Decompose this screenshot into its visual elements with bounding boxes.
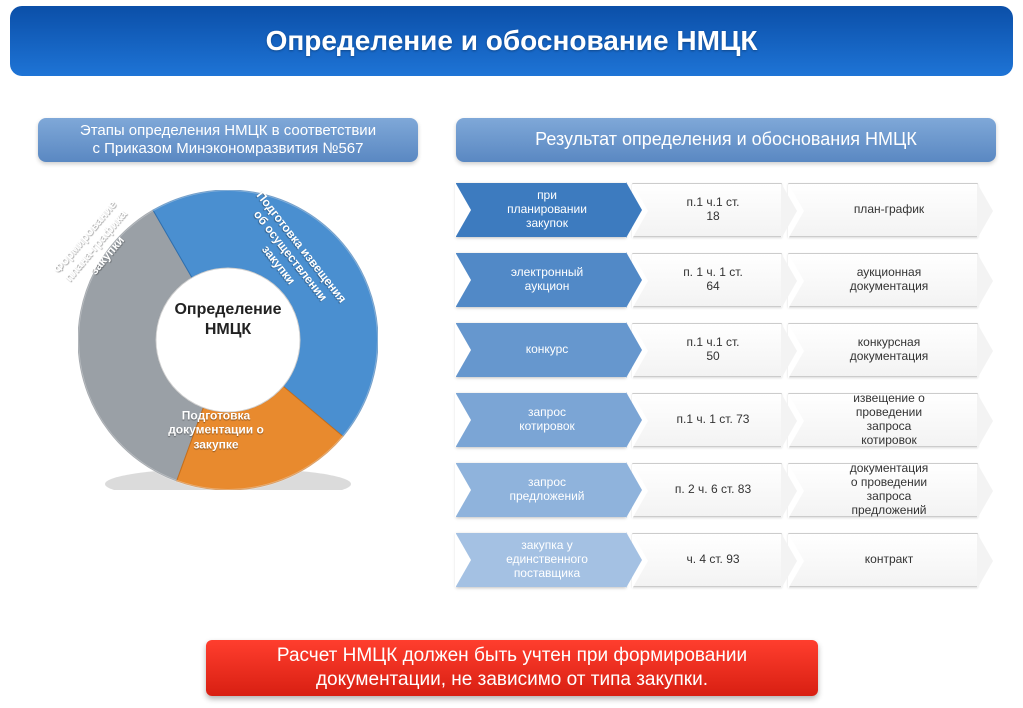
row-document: контракт (788, 533, 978, 587)
row-reference: п.1 ч.1 ст.50 (632, 323, 782, 377)
footer-banner: Расчет НМЦК должен быть учтен при формир… (206, 640, 818, 696)
row-document: план-график (788, 183, 978, 237)
title-text: Определение и обоснование НМЦК (266, 25, 758, 57)
title-banner: Определение и обоснование НМЦК (10, 6, 1013, 76)
row-category: припланированиизакупок (456, 183, 626, 237)
row-document: аукционнаядокументация (788, 253, 978, 307)
result-row: запроспредложенийп. 2 ч. 6 ст. 83докумен… (456, 460, 996, 520)
result-row: электронныйаукционп. 1 ч. 1 ст.64аукцион… (456, 250, 996, 310)
result-row: запроскотировокп.1 ч. 1 ст. 73извещение … (456, 390, 996, 450)
row-document: документацияо проведениизапросапредложен… (788, 463, 978, 517)
result-row: припланированиизакупокп.1 ч.1 ст.18план-… (456, 180, 996, 240)
row-reference: п. 1 ч. 1 ст.64 (632, 253, 782, 307)
result-row: конкурсп.1 ч.1 ст.50конкурснаядокументац… (456, 320, 996, 380)
row-category: запроскотировок (456, 393, 626, 447)
right-sub-text: Результат определения и обоснования НМЦК (535, 129, 917, 151)
row-reference: п.1 ч. 1 ст. 73 (632, 393, 782, 447)
left-sub-line2: с Приказом Минэкономразвития №567 (92, 140, 363, 157)
result-row: закупка уединственногопоставщикач. 4 ст.… (456, 530, 996, 590)
row-document: извещение опроведениизапросакотировок (788, 393, 978, 447)
row-category: закупка уединственногопоставщика (456, 533, 626, 587)
row-reference: п.1 ч.1 ст.18 (632, 183, 782, 237)
row-document: конкурснаядокументация (788, 323, 978, 377)
row-reference: ч. 4 ст. 93 (632, 533, 782, 587)
row-category: электронныйаукцион (456, 253, 626, 307)
row-reference: п. 2 ч. 6 ст. 83 (632, 463, 782, 517)
footer-line2: документации, не зависимо от типа закупк… (316, 669, 708, 690)
result-rows: припланированиизакупокп.1 ч.1 ст.18план-… (456, 180, 996, 600)
row-category: запроспредложений (456, 463, 626, 517)
donut-center-label: Определение НМЦК (178, 290, 278, 350)
row-category: конкурс (456, 323, 626, 377)
left-sub-banner: Этапы определения НМЦК в соответствии с … (38, 118, 418, 162)
left-sub-line1: Этапы определения НМЦК в соответствии (80, 122, 376, 139)
footer-line1: Расчет НМЦК должен быть учтен при формир… (277, 645, 747, 666)
right-sub-banner: Результат определения и обоснования НМЦК (456, 118, 996, 162)
